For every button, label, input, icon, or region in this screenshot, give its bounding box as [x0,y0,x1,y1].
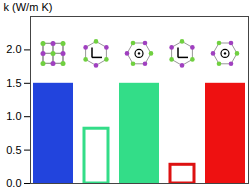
svg-text:0.5: 0.5 [6,144,21,156]
svg-text:1.0: 1.0 [6,110,21,122]
svg-text:k (W/m K): k (W/m K) [4,1,53,13]
svg-text:1.5: 1.5 [6,77,21,89]
svg-text:0.0: 0.0 [6,177,21,189]
svg-text:2.0: 2.0 [6,43,21,55]
